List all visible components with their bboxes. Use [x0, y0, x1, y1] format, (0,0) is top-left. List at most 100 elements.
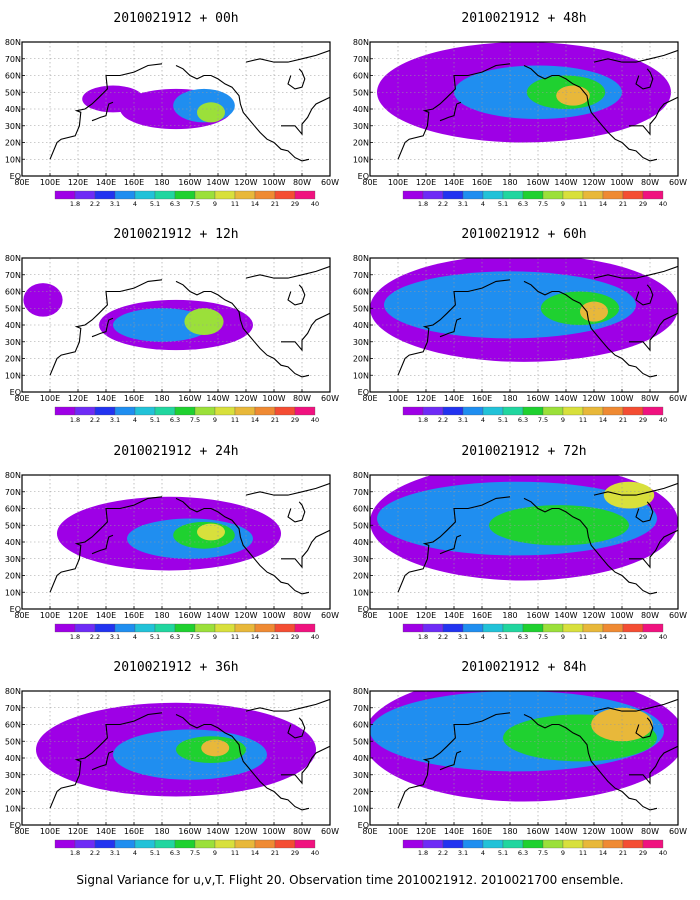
coastline [91, 534, 114, 555]
colorbar-label: 21 [271, 633, 279, 641]
colorbar-label: 9 [561, 633, 565, 641]
coastlines [49, 265, 330, 378]
lat-lon-grid [22, 691, 330, 825]
coastline [523, 714, 658, 811]
colorbar-swatch [94, 190, 116, 200]
x-tick-label: 160W [526, 394, 549, 403]
coastline [629, 312, 678, 352]
colorbar-swatch [114, 623, 136, 633]
colorbar-swatch [54, 406, 76, 416]
colorbar-swatch [174, 839, 196, 849]
variance-field [57, 496, 281, 571]
coastline [49, 496, 163, 593]
y-tick-label: 60N [353, 505, 369, 514]
colorbar-swatch [522, 839, 544, 849]
colorbar-swatch [154, 406, 176, 416]
y-tick-label: 70N [5, 488, 21, 497]
colorbar-label: 5.1 [150, 200, 160, 208]
y-tick-label: 20N [353, 139, 369, 148]
colorbar-swatch [234, 623, 256, 633]
x-tick-label: 120W [234, 611, 257, 620]
colorbar-label: 9 [561, 849, 565, 857]
colorbar-swatch [114, 190, 136, 200]
colorbar-label: 21 [271, 200, 279, 208]
colorbar-label: 6.3 [170, 416, 180, 424]
colorbar-swatch [174, 406, 196, 416]
panel-title: 2010021912 + 24h [113, 444, 238, 459]
colorbar-swatch [294, 406, 316, 416]
variance-field [82, 85, 235, 130]
colorbar-swatch [74, 623, 96, 633]
x-tick-label: 140W [206, 178, 229, 187]
colorbar-swatch [582, 839, 604, 849]
colorbar-label: 1.8 [418, 633, 428, 641]
variance-field [370, 258, 678, 362]
lat-lon-grid [370, 42, 678, 176]
y-tick-label: 50N [353, 737, 369, 746]
colorbar-swatch [214, 839, 236, 849]
x-tick-label: 100E [40, 178, 60, 187]
panel-title: 2010021912 + 72h [461, 444, 586, 459]
y-tick-label: 30N [353, 771, 369, 780]
coastlines [397, 265, 678, 378]
x-tick-label: 100W [262, 178, 285, 187]
colorbar-swatch [402, 406, 424, 416]
y-tick-label: 70N [353, 55, 369, 64]
coastline [629, 96, 678, 136]
colorbar-swatch [642, 839, 664, 849]
panel-title: 2010021912 + 12h [113, 227, 238, 242]
colorbar-swatch [134, 839, 156, 849]
colorbar-swatch [214, 406, 236, 416]
x-tick-label: 80W [641, 394, 659, 403]
colorbar-swatch [134, 623, 156, 633]
coastline [91, 750, 114, 771]
y-tick-label: 20N [5, 139, 21, 148]
colorbar-label: 9 [213, 416, 217, 424]
y-tick-label: 70N [5, 271, 21, 280]
colorbar-swatch [482, 190, 504, 200]
x-tick-label: 100E [388, 827, 408, 836]
x-tick-label: 80W [641, 611, 659, 620]
colorbar-label: 40 [659, 416, 667, 424]
colorbar-swatch [542, 623, 564, 633]
y-tick-label: 80N [5, 471, 21, 480]
x-tick-label: 140E [96, 178, 116, 187]
colorbar-label: 6.3 [170, 200, 180, 208]
x-tick-label: 120E [68, 611, 88, 620]
colorbar: 1.8 2.2 3.1 4 5.1 6.3 7.5 9 11 14 21 29 40 [54, 839, 319, 857]
colorbar-swatch [234, 406, 256, 416]
x-tick-label: 60W [321, 611, 339, 620]
colorbar-label: 40 [311, 633, 319, 641]
coastline [287, 501, 306, 523]
y-tick-label: 40N [5, 754, 21, 763]
coastline [629, 745, 678, 785]
colorbar-swatch [402, 623, 424, 633]
colorbar-label: 21 [271, 849, 279, 857]
panel-title: 2010021912 + 48h [461, 11, 586, 26]
colorbar-label: 4 [133, 633, 137, 641]
colorbar-label: 1.8 [70, 200, 80, 208]
y-tick-label: 20N [5, 355, 21, 364]
x-tick-label: 120E [68, 178, 88, 187]
y-tick-label: EQ [10, 172, 21, 181]
y-tick-label: 40N [353, 105, 369, 114]
lat-lon-grid [22, 42, 330, 176]
coastline [281, 529, 330, 569]
colorbar-label: 6.3 [518, 416, 528, 424]
y-tick-label: 40N [5, 321, 21, 330]
colorbar-label: 7.5 [190, 416, 200, 424]
x-tick-label: 60W [321, 178, 339, 187]
panel-title: 2010021912 + 00h [113, 11, 238, 26]
x-tick-label: 140E [444, 611, 464, 620]
coastline [245, 265, 330, 279]
y-tick-label: 10N [5, 155, 21, 164]
variance-contour [184, 308, 224, 336]
colorbar-label: 4 [133, 200, 137, 208]
map-panel: 2010021912 + 12h 80E 100E 120E 140E 160E 180 16… [5, 227, 339, 424]
x-tick-label: 80W [293, 611, 311, 620]
colorbar-label: 21 [619, 416, 627, 424]
colorbar-swatch [234, 839, 256, 849]
colorbar-swatch [154, 190, 176, 200]
y-tick-label: EQ [358, 388, 369, 397]
